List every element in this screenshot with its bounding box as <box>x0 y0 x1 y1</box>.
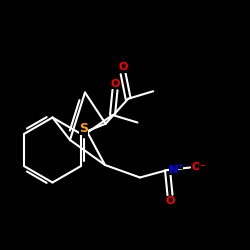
Text: O: O <box>110 79 120 89</box>
Text: O: O <box>192 162 201 172</box>
Text: O: O <box>165 196 175 206</box>
Text: +: + <box>178 163 184 169</box>
Text: S: S <box>79 122 88 135</box>
Text: −: − <box>199 162 205 168</box>
Text: N: N <box>169 165 178 175</box>
Text: O: O <box>118 62 128 72</box>
